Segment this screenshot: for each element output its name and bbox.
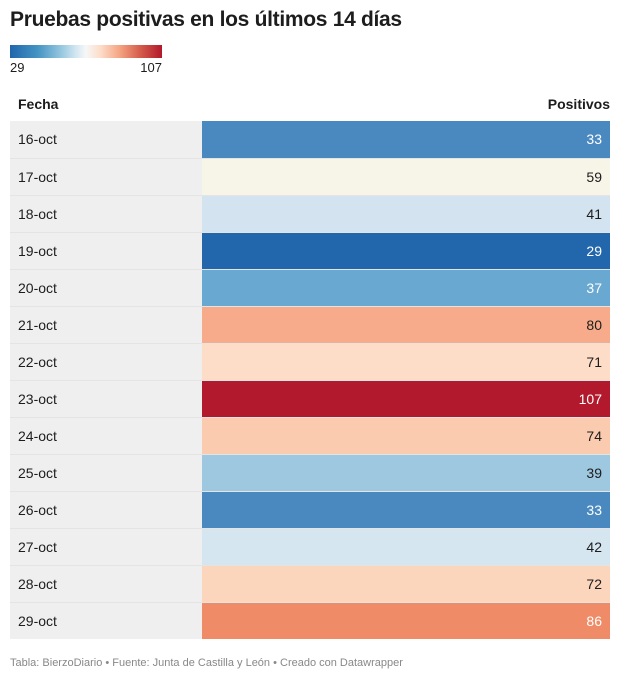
table-row: 19-oct 29 <box>10 232 610 269</box>
positives-value-cell: 33 <box>202 492 610 528</box>
positives-value-cell: 80 <box>202 307 610 343</box>
positives-value-cell: 86 <box>202 603 610 639</box>
positives-value-cell: 107 <box>202 381 610 417</box>
table-row: 20-oct 37 <box>10 269 610 306</box>
date-cell: 25-oct <box>10 455 202 491</box>
legend-max-label: 107 <box>140 60 162 75</box>
date-cell: 17-oct <box>10 159 202 195</box>
positives-value-cell: 37 <box>202 270 610 306</box>
date-cell: 22-oct <box>10 344 202 380</box>
date-cell: 24-oct <box>10 418 202 454</box>
positives-value-cell: 39 <box>202 455 610 491</box>
column-header-date[interactable]: Fecha <box>18 96 59 112</box>
color-scale-legend <box>10 45 162 58</box>
positives-value-cell: 33 <box>202 121 610 158</box>
date-cell: 23-oct <box>10 381 202 417</box>
positives-value-cell: 71 <box>202 344 610 380</box>
positives-value-cell: 74 <box>202 418 610 454</box>
date-cell: 26-oct <box>10 492 202 528</box>
table-row: 24-oct 74 <box>10 417 610 454</box>
table-row: 23-oct 107 <box>10 380 610 417</box>
footer-credits: Tabla: BierzoDiario • Fuente: Junta de C… <box>10 657 403 669</box>
positives-value-cell: 72 <box>202 566 610 602</box>
column-header-positives[interactable]: Positivos <box>547 96 610 112</box>
table-row: 18-oct 41 <box>10 195 610 232</box>
positives-value-cell: 41 <box>202 196 610 232</box>
data-table: 16-oct 33 17-oct 59 18-oct 41 19-oct 29 20-oct 37… <box>10 121 610 639</box>
table-row: 16-oct 33 <box>10 121 610 158</box>
date-cell: 21-oct <box>10 307 202 343</box>
positives-value-cell: 29 <box>202 233 610 269</box>
date-cell: 28-oct <box>10 566 202 602</box>
page-title: Pruebas positivas en los últimos 14 días <box>10 8 402 31</box>
table-row: 27-oct 42 <box>10 528 610 565</box>
table-row: 29-oct 86 <box>10 602 610 639</box>
date-cell: 19-oct <box>10 233 202 269</box>
legend-min-label: 29 <box>10 60 25 75</box>
date-cell: 18-oct <box>10 196 202 232</box>
positives-value-cell: 42 <box>202 529 610 565</box>
date-cell: 20-oct <box>10 270 202 306</box>
table-row: 28-oct 72 <box>10 565 610 602</box>
date-cell: 29-oct <box>10 603 202 639</box>
date-cell: 27-oct <box>10 529 202 565</box>
table-row: 25-oct 39 <box>10 454 610 491</box>
positives-value-cell: 59 <box>202 159 610 195</box>
table-row: 22-oct 71 <box>10 343 610 380</box>
table-row: 26-oct 33 <box>10 491 610 528</box>
date-cell: 16-oct <box>10 121 202 158</box>
table-row: 21-oct 80 <box>10 306 610 343</box>
table-row: 17-oct 59 <box>10 158 610 195</box>
